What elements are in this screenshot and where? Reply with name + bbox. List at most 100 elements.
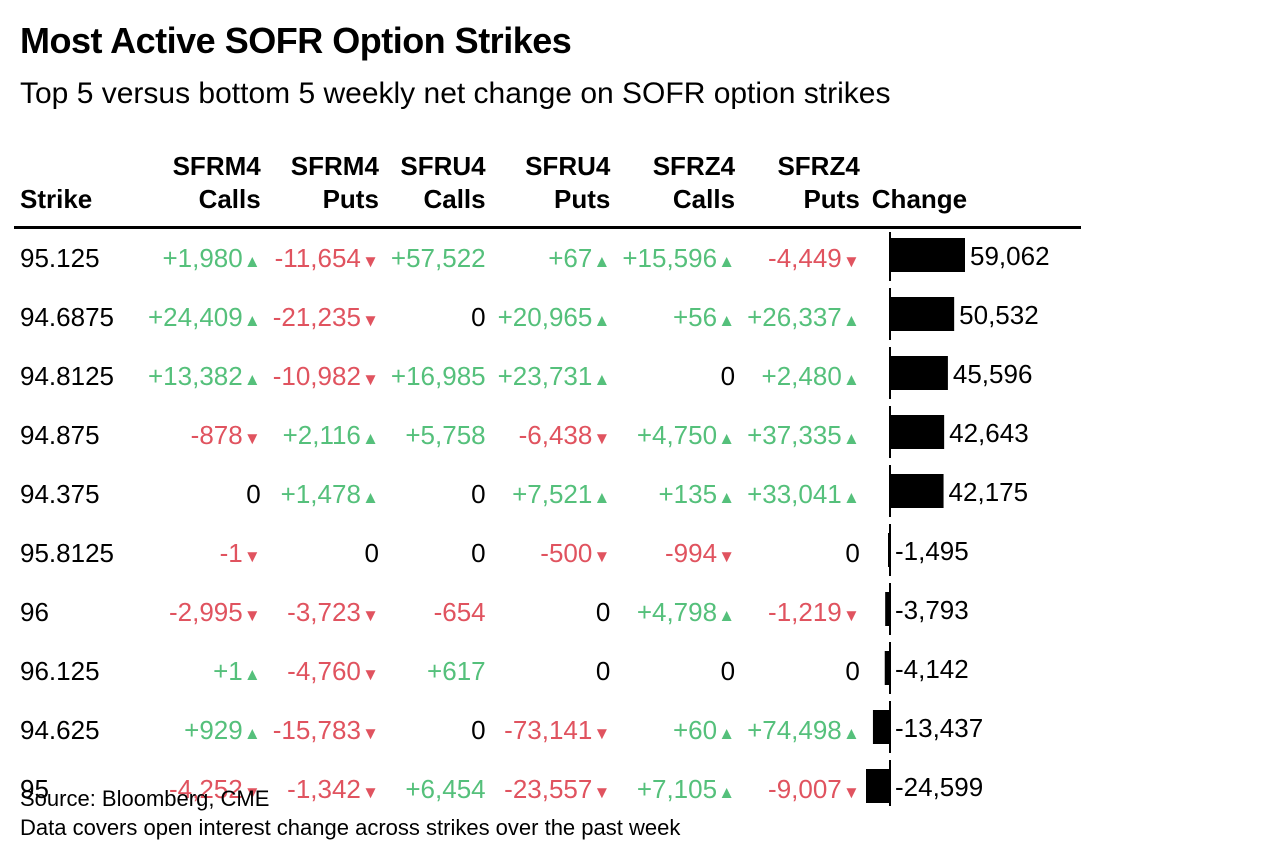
value-label: +1,980 xyxy=(162,243,243,273)
value-label: -4,252 xyxy=(168,774,243,804)
change-bar-svg: 42,175 xyxy=(888,465,1028,517)
sfru4-calls-cell: +16,985 xyxy=(385,347,492,406)
change-bar xyxy=(858,769,890,803)
sfrm4-calls-cell: +24,409▲ xyxy=(142,288,267,347)
value-label: 0 xyxy=(471,302,486,332)
change-bar-svg: 59,062 xyxy=(888,232,1049,284)
change-cell: 42,175 xyxy=(866,465,1081,524)
change-bar xyxy=(889,356,948,390)
sfrm4-puts-cell: -1,342▼ xyxy=(267,760,385,819)
zero-axis xyxy=(888,406,891,458)
header-row: Strike SFRM4 Calls SFRM4 Puts SFRU4 Calls S… xyxy=(14,150,1081,228)
change-bar-svg: 45,596 xyxy=(888,347,1032,399)
up-arrow-icon: ▲ xyxy=(243,311,261,330)
value-label: +2,116 xyxy=(282,420,361,450)
value-label: +1 xyxy=(213,656,243,686)
change-bar xyxy=(889,297,954,331)
up-arrow-icon: ▲ xyxy=(243,665,261,684)
sfru4-calls-cell: 0 xyxy=(385,465,492,524)
change-cell: -3,793 xyxy=(866,583,1081,642)
value-label: +20,965 xyxy=(497,302,593,332)
value-label: -6,438 xyxy=(518,420,593,450)
down-arrow-icon: ▼ xyxy=(362,252,379,271)
sfru4-puts-cell: -73,141▼ xyxy=(492,701,617,760)
down-arrow-icon: ▼ xyxy=(243,429,261,448)
down-arrow-icon: ▼ xyxy=(243,606,261,625)
sfrm4-calls-cell: +1,980▲ xyxy=(142,228,267,289)
down-arrow-icon: ▼ xyxy=(593,429,611,448)
down-arrow-icon: ▼ xyxy=(842,252,860,271)
zero-axis xyxy=(888,288,891,340)
chart-subtitle: Top 5 versus bottom 5 weekly net change … xyxy=(20,77,891,110)
sfrz4-calls-cell: 0 xyxy=(616,642,741,701)
up-arrow-icon: ▲ xyxy=(718,606,736,625)
sfrm4-calls-cell: -1▼ xyxy=(142,524,267,583)
value-label: +67 xyxy=(548,243,593,273)
change-bar-svg: 50,532 xyxy=(888,288,1038,340)
value-label: 0 xyxy=(246,479,261,509)
zero-axis xyxy=(888,524,891,576)
sfru4-puts-cell: +23,731▲ xyxy=(492,347,617,406)
header-sfrm4-puts: SFRM4 Puts xyxy=(290,151,379,214)
sfru4-puts-cell: 0 xyxy=(492,583,617,642)
change-bar xyxy=(884,592,890,626)
change-bar xyxy=(884,651,890,685)
strike-cell: 94.375 xyxy=(20,479,100,509)
up-arrow-icon: ▲ xyxy=(718,429,736,448)
value-label: +13,382 xyxy=(148,361,243,391)
value-label: 0 xyxy=(364,538,379,568)
header-sfrz4-calls: SFRZ4 Calls xyxy=(652,151,736,214)
value-label: +6,454 xyxy=(405,774,486,804)
value-label: -23,557 xyxy=(504,774,593,804)
strike-cell: 94.875 xyxy=(20,420,100,450)
sfru4-calls-cell: 0 xyxy=(385,701,492,760)
table-row: 94.8125 +13,382▲ -10,982▼ +16,985 +23,731▲ 0 +… xyxy=(14,347,1081,406)
table-row: 95.8125 -1▼ 0 0 -500▼ -994▼ 0 -1,495 xyxy=(14,524,1081,583)
header-sfrz4-puts: SFRZ4 Puts xyxy=(777,151,860,214)
change-bar-svg: -13,437 xyxy=(872,701,983,753)
zero-axis xyxy=(888,465,891,517)
value-label: 0 xyxy=(595,597,611,627)
up-arrow-icon: ▲ xyxy=(362,488,379,507)
up-arrow-icon: ▲ xyxy=(718,724,736,743)
value-label: 0 xyxy=(845,538,860,568)
down-arrow-icon: ▼ xyxy=(362,606,379,625)
up-arrow-icon: ▲ xyxy=(718,311,736,330)
value-label: -21,235 xyxy=(272,302,361,332)
sfrm4-puts-cell: -15,783▼ xyxy=(267,701,385,760)
strike-cell: 96 xyxy=(20,597,49,627)
sfru4-calls-cell: +6,454 xyxy=(385,760,492,819)
sfrz4-puts-cell: 0 xyxy=(741,524,866,583)
sfrz4-calls-cell: +4,750▲ xyxy=(616,406,741,465)
sfrm4-calls-cell: +929▲ xyxy=(142,701,267,760)
value-label: 0 xyxy=(845,656,860,686)
table-row: 95.125 +1,980▲ -11,654▼ +57,522 +67▲ +15,596▲… xyxy=(14,228,1081,289)
change-cell: -13,437 xyxy=(866,701,1081,760)
sfrm4-puts-cell: -21,235▼ xyxy=(267,288,385,347)
value-label: +4,798 xyxy=(636,597,718,627)
up-arrow-icon: ▲ xyxy=(243,252,261,271)
change-cell: 45,596 xyxy=(866,347,1081,406)
sfrz4-puts-cell: +2,480▲ xyxy=(741,347,866,406)
strike-cell: 96.125 xyxy=(20,656,100,686)
change-cell: -4,142 xyxy=(866,642,1081,701)
sfrz4-calls-cell: +135▲ xyxy=(616,465,741,524)
up-arrow-icon: ▲ xyxy=(243,370,261,389)
sfrz4-calls-cell: +60▲ xyxy=(616,701,741,760)
change-cell: 59,062 xyxy=(866,228,1081,289)
sfrz4-calls-cell: +4,798▲ xyxy=(616,583,741,642)
table-row: 94.625 +929▲ -15,783▼ 0 -73,141▼ +60▲ +74,498▲… xyxy=(14,701,1081,760)
change-bar-svg: 42,643 xyxy=(888,406,1028,458)
strike-cell: 95 xyxy=(20,774,49,804)
change-bar-svg: -3,793 xyxy=(884,583,969,635)
value-label: 0 xyxy=(720,656,736,686)
header-sfrm4-calls: SFRM4 Calls xyxy=(172,151,261,214)
value-label: +617 xyxy=(427,656,486,686)
sfrz4-calls-cell: +56▲ xyxy=(616,288,741,347)
value-label: -1 xyxy=(219,538,243,568)
up-arrow-icon: ▲ xyxy=(842,370,860,389)
value-label: -73,141 xyxy=(504,715,593,745)
value-label: 0 xyxy=(720,361,736,391)
sfrz4-puts-cell: +74,498▲ xyxy=(741,701,866,760)
change-cell: -1,495 xyxy=(866,524,1081,583)
